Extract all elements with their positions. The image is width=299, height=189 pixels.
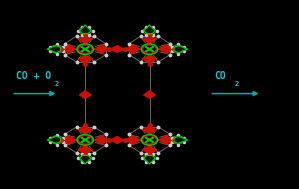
Polygon shape <box>94 49 102 54</box>
Polygon shape <box>78 54 85 60</box>
Polygon shape <box>150 125 157 129</box>
Polygon shape <box>69 140 77 145</box>
Polygon shape <box>61 49 69 54</box>
Polygon shape <box>102 49 109 54</box>
Polygon shape <box>85 125 93 129</box>
Polygon shape <box>85 34 93 39</box>
Polygon shape <box>133 140 141 145</box>
Polygon shape <box>110 136 117 140</box>
Circle shape <box>77 44 93 54</box>
Polygon shape <box>150 145 157 150</box>
Polygon shape <box>143 94 150 99</box>
Polygon shape <box>174 46 188 53</box>
Polygon shape <box>69 49 77 54</box>
Polygon shape <box>85 150 93 155</box>
Polygon shape <box>94 135 102 140</box>
Polygon shape <box>158 135 166 140</box>
Polygon shape <box>125 49 133 54</box>
Polygon shape <box>110 49 117 53</box>
Polygon shape <box>69 44 77 49</box>
Polygon shape <box>158 140 166 145</box>
Polygon shape <box>150 34 157 39</box>
Polygon shape <box>150 54 157 60</box>
Text: CO + O: CO + O <box>16 71 52 81</box>
Polygon shape <box>102 140 109 145</box>
Polygon shape <box>79 94 85 99</box>
Polygon shape <box>94 140 102 145</box>
Polygon shape <box>117 136 125 140</box>
Polygon shape <box>142 125 150 129</box>
Polygon shape <box>79 90 85 94</box>
Polygon shape <box>78 145 85 150</box>
Text: CO: CO <box>214 71 225 81</box>
Polygon shape <box>69 135 77 140</box>
Polygon shape <box>166 140 174 145</box>
Polygon shape <box>94 44 102 49</box>
Polygon shape <box>61 135 69 140</box>
Polygon shape <box>125 44 133 49</box>
Polygon shape <box>133 44 141 49</box>
Polygon shape <box>158 49 166 54</box>
Polygon shape <box>78 39 85 44</box>
Text: 2: 2 <box>55 81 59 87</box>
Polygon shape <box>133 135 141 140</box>
Polygon shape <box>142 54 150 60</box>
Circle shape <box>142 135 157 145</box>
Polygon shape <box>144 25 155 34</box>
Text: 2: 2 <box>235 81 239 87</box>
Polygon shape <box>80 25 91 34</box>
Polygon shape <box>142 34 150 39</box>
Polygon shape <box>117 49 125 53</box>
Polygon shape <box>117 140 125 144</box>
Polygon shape <box>85 90 92 94</box>
Polygon shape <box>78 129 85 135</box>
Polygon shape <box>150 150 157 155</box>
Polygon shape <box>78 34 85 39</box>
Circle shape <box>142 44 157 54</box>
Polygon shape <box>142 60 150 64</box>
Polygon shape <box>85 94 92 99</box>
Polygon shape <box>166 44 174 49</box>
Polygon shape <box>78 125 85 129</box>
Polygon shape <box>117 45 125 49</box>
Polygon shape <box>85 145 93 150</box>
Polygon shape <box>150 60 157 64</box>
Polygon shape <box>142 145 150 150</box>
Polygon shape <box>150 90 156 94</box>
Polygon shape <box>142 39 150 44</box>
Polygon shape <box>144 155 155 164</box>
Polygon shape <box>85 54 93 60</box>
Polygon shape <box>102 135 109 140</box>
Polygon shape <box>47 136 61 143</box>
Polygon shape <box>142 150 150 155</box>
Polygon shape <box>61 140 69 145</box>
Polygon shape <box>143 90 150 94</box>
Polygon shape <box>142 129 150 135</box>
Polygon shape <box>158 44 166 49</box>
Polygon shape <box>174 136 188 143</box>
Polygon shape <box>47 46 61 53</box>
Circle shape <box>77 135 93 145</box>
Polygon shape <box>102 44 109 49</box>
Polygon shape <box>125 140 133 145</box>
Polygon shape <box>110 45 117 49</box>
Polygon shape <box>166 135 174 140</box>
Polygon shape <box>150 129 157 135</box>
Polygon shape <box>78 60 85 64</box>
Polygon shape <box>78 150 85 155</box>
Polygon shape <box>150 39 157 44</box>
Polygon shape <box>85 60 93 64</box>
Polygon shape <box>110 140 117 144</box>
Polygon shape <box>166 49 174 54</box>
Polygon shape <box>80 155 91 164</box>
Polygon shape <box>85 39 93 44</box>
Polygon shape <box>133 49 141 54</box>
Polygon shape <box>85 129 93 135</box>
Polygon shape <box>61 44 69 49</box>
Polygon shape <box>150 94 156 99</box>
Polygon shape <box>125 135 133 140</box>
